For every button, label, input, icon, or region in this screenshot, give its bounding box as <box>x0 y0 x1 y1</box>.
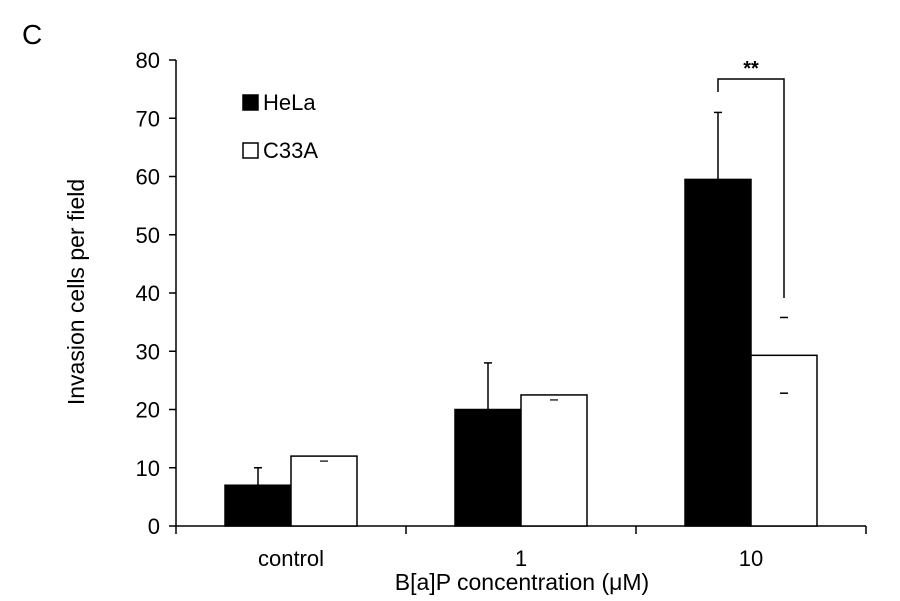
y-axis: 0 10 20 30 40 50 60 70 80 <box>136 48 177 539</box>
y-tick-label: 50 <box>136 223 160 248</box>
legend-label-hela: HeLa <box>263 90 316 115</box>
legend-swatch-hela <box>242 94 259 111</box>
x-category-label: 10 <box>739 546 763 571</box>
bar-hela-10 <box>684 178 752 527</box>
y-axis-title: Invasion cells per field <box>63 179 89 405</box>
y-tick-label: 80 <box>136 48 160 73</box>
x-axis: control 1 10 <box>175 525 867 571</box>
error-bars <box>254 111 788 486</box>
significance-bracket <box>717 78 785 298</box>
legend-label-c33a: C33A <box>263 138 318 163</box>
y-tick-label: 60 <box>136 165 160 190</box>
legend-swatch-c33a <box>242 142 259 159</box>
y-tick-label: 70 <box>136 106 160 131</box>
y-tick-label: 10 <box>136 456 160 481</box>
bar-c33a-1 <box>520 394 588 527</box>
x-category-label: 1 <box>515 546 527 571</box>
bar-hela-control <box>224 484 292 527</box>
y-tick-label: 20 <box>136 398 160 423</box>
y-tick-label: 40 <box>136 281 160 306</box>
x-axis-title: B[a]P concentration (μM) <box>395 569 649 595</box>
bar-c33a-10 <box>750 354 818 527</box>
significance-label: ** <box>743 58 759 80</box>
bar-c33a-control <box>290 455 358 527</box>
panel-letter: C <box>22 19 42 50</box>
bars <box>224 178 818 527</box>
y-tick-label: 0 <box>148 514 160 539</box>
bar-hela-1 <box>454 408 522 527</box>
y-tick-label: 30 <box>136 339 160 364</box>
x-category-label: control <box>258 546 324 571</box>
legend: HeLa C33A <box>242 90 318 163</box>
significance-annotations: ** <box>717 58 785 298</box>
